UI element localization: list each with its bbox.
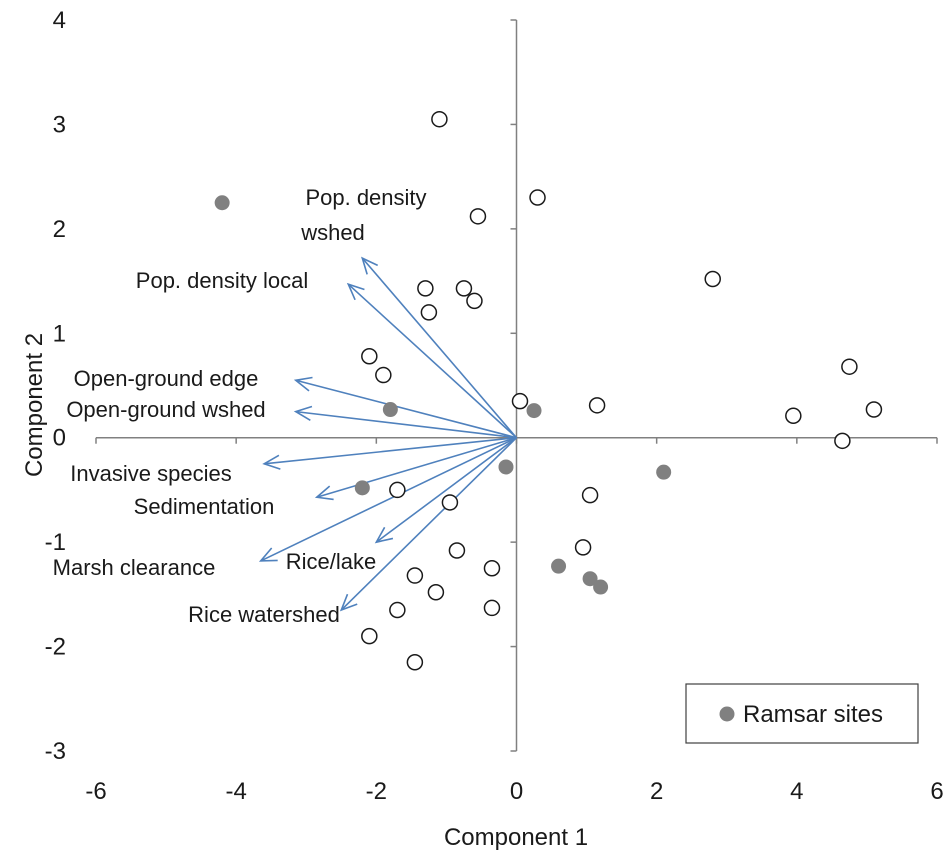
vector-label: Rice watershed xyxy=(188,602,340,627)
vector-label: Open-ground wshed xyxy=(66,397,265,422)
vector-label: Invasive species xyxy=(70,461,231,486)
site-point xyxy=(389,601,406,619)
site-point xyxy=(361,627,378,645)
ramsar-site-point xyxy=(656,464,672,480)
ramsar-site-point xyxy=(498,459,514,475)
site-point xyxy=(469,208,487,225)
x-tick-label: -2 xyxy=(366,778,387,805)
vector-line xyxy=(347,283,518,439)
ramsar-site-point xyxy=(526,403,542,419)
site-point xyxy=(389,481,406,499)
site-point xyxy=(420,304,438,321)
site-point xyxy=(448,542,466,559)
vector-arrowhead xyxy=(258,547,278,562)
vector-line xyxy=(361,257,518,439)
y-tick-label: 4 xyxy=(53,7,66,34)
vector-label: Open-ground edge xyxy=(74,366,259,391)
site-point xyxy=(529,189,546,206)
vector-arrowhead xyxy=(314,485,334,501)
site-point xyxy=(841,358,858,375)
vector-arrowhead xyxy=(262,454,281,470)
vector-line xyxy=(260,436,517,562)
y-axis-title: Component 2 xyxy=(21,333,48,477)
site-point xyxy=(483,599,501,617)
site-point xyxy=(431,110,448,128)
x-axis-title: Component 1 xyxy=(444,824,588,851)
vector-arrowhead xyxy=(339,593,358,612)
y-tick-label: 0 xyxy=(53,425,66,452)
site-point xyxy=(406,567,424,584)
site-point xyxy=(785,407,802,425)
vector-line xyxy=(295,410,517,439)
loading-vectors: Pop. density wshed Pop. density local Open-… xyxy=(53,185,518,627)
x-tick-label: -4 xyxy=(225,778,246,805)
site-point xyxy=(455,280,473,297)
axes: -6 -4 -2 0 2 4 6 4 3 2 1 0 -1 -2 -3 xyxy=(45,7,944,805)
vector-label: Sedimentation xyxy=(134,494,275,519)
axis-labels: Component 1 Component 2 xyxy=(21,333,588,851)
site-point xyxy=(375,366,392,384)
site-point xyxy=(581,486,599,504)
x-tick-label: 6 xyxy=(930,778,943,805)
vector-label: Pop. density xyxy=(305,185,426,210)
vector-arrowhead xyxy=(346,282,365,301)
vector-line xyxy=(340,437,518,611)
site-point xyxy=(834,432,851,450)
site-point xyxy=(588,397,606,414)
site-point xyxy=(511,392,529,410)
ramsar-site-point xyxy=(551,558,567,574)
x-tick-label: 4 xyxy=(790,778,803,805)
ramsar-site-point xyxy=(382,402,398,418)
vector-label: Pop. density local xyxy=(136,268,308,293)
x-tick-label: 0 xyxy=(510,778,523,805)
x-tick-label: 2 xyxy=(650,778,663,805)
ramsar-site-point xyxy=(582,571,598,587)
vector-label: Marsh clearance xyxy=(53,555,216,580)
y-tick-label: 3 xyxy=(53,111,66,138)
vector-line xyxy=(295,379,517,439)
ramsar-site-point xyxy=(354,480,370,496)
site-point xyxy=(427,584,445,601)
legend-ramsar-marker xyxy=(719,706,735,722)
vector-label: wshed xyxy=(300,220,365,245)
vector-line xyxy=(316,436,517,499)
site-point xyxy=(574,539,592,556)
vector-label: Rice/lake xyxy=(286,549,376,574)
site-point xyxy=(466,292,483,310)
legend-ramsar-label: Ramsar sites xyxy=(743,701,883,728)
vector-line xyxy=(264,436,517,465)
site-point xyxy=(483,560,501,577)
vector-arrowhead xyxy=(293,405,313,422)
y-tick-label: 2 xyxy=(53,216,66,243)
y-tick-label: 1 xyxy=(53,320,66,347)
y-tick-label: -1 xyxy=(45,529,66,556)
y-tick-label: -3 xyxy=(45,738,66,765)
ramsar-site-point xyxy=(593,579,609,595)
site-point xyxy=(361,348,378,365)
vector-line xyxy=(375,437,517,543)
vector-arrowhead xyxy=(361,256,379,275)
y-tick-label: -2 xyxy=(45,634,66,661)
legend: Ramsar sites xyxy=(685,683,919,744)
vector-arrowhead xyxy=(374,526,394,544)
site-points xyxy=(214,110,883,671)
site-point xyxy=(417,280,434,297)
site-point xyxy=(865,401,883,418)
site-point xyxy=(406,653,424,671)
vector-arrowhead xyxy=(293,376,313,392)
site-point xyxy=(441,494,459,511)
site-point xyxy=(704,270,721,288)
ramsar-site-point xyxy=(214,195,230,211)
x-tick-label: -6 xyxy=(85,778,106,805)
